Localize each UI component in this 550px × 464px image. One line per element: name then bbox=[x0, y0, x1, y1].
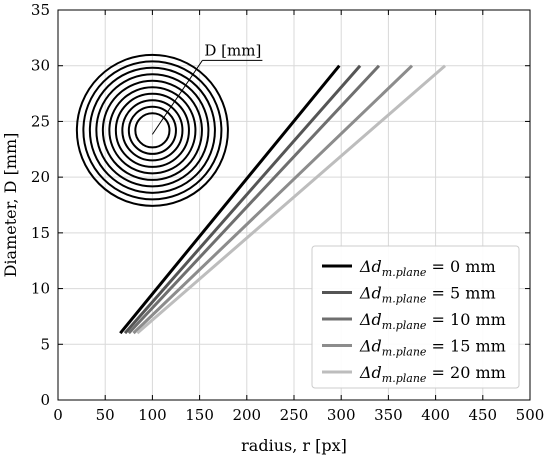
y-tick-label: 20 bbox=[31, 168, 50, 186]
inset-ring bbox=[82, 60, 223, 201]
inset-ring bbox=[101, 79, 203, 181]
x-tick-label: 50 bbox=[96, 406, 115, 424]
series-line bbox=[119, 64, 341, 335]
series-line bbox=[127, 64, 381, 335]
series-lines bbox=[119, 64, 447, 335]
inset-ring bbox=[75, 53, 229, 207]
inset-ring bbox=[108, 86, 197, 175]
inset-ring bbox=[121, 99, 184, 162]
y-axis-label: Diameter, D [mm] bbox=[1, 133, 20, 278]
legend-box bbox=[311, 245, 520, 389]
axis-ticks: 0 50 100 150 200 250 300 350 400 450 500 0 5 10 15 20 25… bbox=[31, 1, 544, 424]
y-tick-label: 10 bbox=[31, 280, 50, 298]
x-tick-label: 350 bbox=[374, 406, 403, 424]
inset-ring bbox=[95, 73, 210, 188]
y-tick-label: 35 bbox=[31, 1, 50, 19]
y-tick-label: 5 bbox=[40, 335, 50, 353]
series-line bbox=[136, 64, 447, 335]
inset-ring bbox=[88, 66, 216, 194]
y-tick-label: 30 bbox=[31, 57, 50, 75]
legend-entry: Δdm.plane = 5 mm bbox=[359, 284, 496, 306]
legend: Δdm.plane = 0 mm Δdm.plane = 5 mm Δdm.plan… bbox=[311, 245, 520, 389]
y-tick-label: 25 bbox=[31, 112, 50, 130]
x-tick-label: 500 bbox=[516, 406, 545, 424]
legend-entry: Δdm.plane = 15 mm bbox=[359, 337, 506, 359]
x-tick-label: 150 bbox=[185, 406, 214, 424]
series-line bbox=[123, 64, 362, 335]
legend-entry: Δdm.plane = 0 mm bbox=[359, 257, 496, 279]
inset-annotation: D [mm] bbox=[204, 41, 261, 59]
y-tick-label: 15 bbox=[31, 224, 50, 242]
inset-ring bbox=[134, 112, 171, 149]
inset-ring bbox=[114, 92, 190, 168]
x-tick-label: 450 bbox=[468, 406, 497, 424]
inset-concentric-rings: D [mm] bbox=[75, 41, 263, 207]
x-tick-label: 400 bbox=[421, 406, 450, 424]
inset-leader-line bbox=[151, 60, 203, 135]
legend-entry: Δdm.plane = 10 mm bbox=[359, 310, 506, 332]
inset-ring bbox=[127, 105, 177, 155]
x-tick-label: 100 bbox=[138, 406, 167, 424]
x-axis-label: radius, r [px] bbox=[241, 436, 347, 455]
x-tick-label: 200 bbox=[232, 406, 261, 424]
legend-entry: Δdm.plane = 20 mm bbox=[359, 363, 506, 385]
x-tick-label: 0 bbox=[53, 406, 63, 424]
x-tick-label: 250 bbox=[280, 406, 309, 424]
series-line bbox=[132, 64, 414, 335]
x-tick-label: 300 bbox=[327, 406, 356, 424]
y-tick-label: 0 bbox=[40, 391, 50, 409]
